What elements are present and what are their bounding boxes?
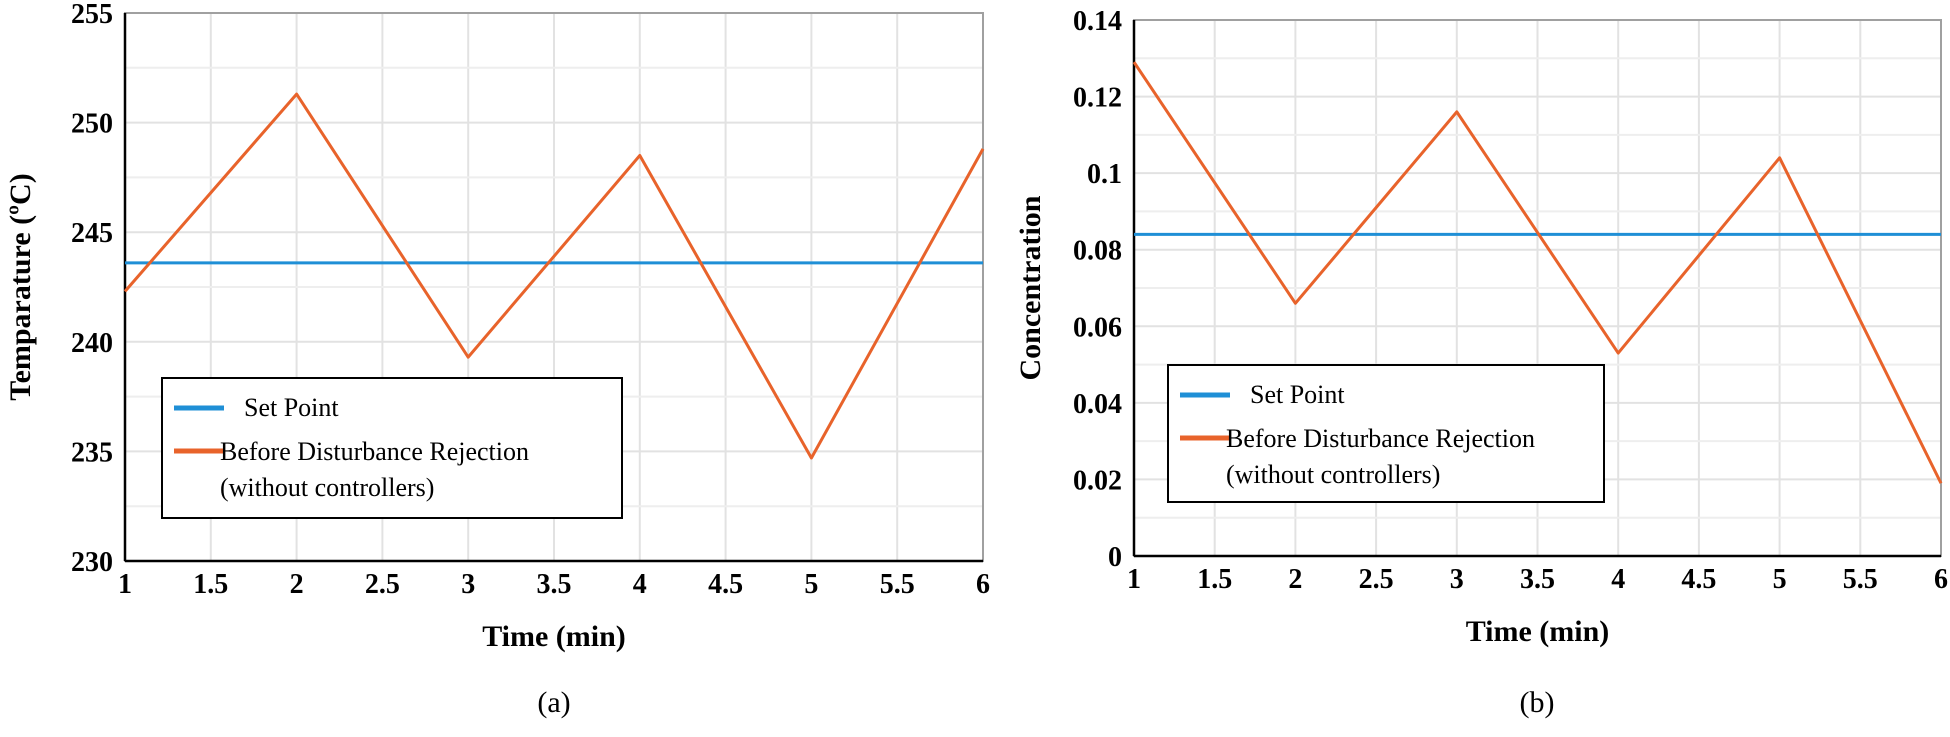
series-before-disturbance-rejection (1132, 61, 1943, 484)
y-tick-label: 245 (71, 218, 113, 249)
x-tick-label: 2.5 (365, 569, 400, 600)
y-tick-label: 0.1 (1087, 159, 1122, 190)
y-tick-label: 0.12 (1073, 83, 1122, 114)
x-tick-label: 5 (804, 569, 818, 600)
x-tick-label: 1.5 (193, 569, 228, 600)
x-tick-label: 4 (633, 569, 647, 600)
chart-panel-a: 1 1.5 2 2.5 3 3.5 4 4.5 5 5.5 6 230 235 240 245 250 255 T… (4, 0, 990, 719)
panel-caption: (b) (1520, 686, 1555, 719)
x-tick-label: 1 (1127, 564, 1141, 595)
legend-label-before-disturbance: Before Disturbance Rejection (220, 437, 529, 466)
x-tick-label: 4.5 (1681, 564, 1716, 595)
legend: Set Point Before Disturbance Rejection (wi… (161, 377, 623, 519)
x-tick-label: 3 (1450, 564, 1464, 595)
x-tick-label: 4.5 (708, 569, 743, 600)
y-axis-label: Concentration (1014, 195, 1047, 380)
legend-label-without-controllers: (without controllers) (1226, 460, 1440, 489)
x-tick-label: 5 (1773, 564, 1787, 595)
y-tick-label: 255 (71, 0, 113, 30)
x-tick-label: 1.5 (1197, 564, 1232, 595)
x-axis-label: Time (min) (1466, 615, 1610, 648)
y-tick-label: 240 (71, 328, 113, 359)
y-tick-label: 250 (71, 109, 113, 140)
y-tick-label: 0 (1108, 542, 1122, 573)
x-tick-label: 2.5 (1359, 564, 1394, 595)
panel-caption: (a) (537, 686, 570, 719)
x-tick-label: 3.5 (537, 569, 572, 600)
x-tick-label: 5.5 (880, 569, 915, 600)
x-tick-label: 4 (1611, 564, 1625, 595)
series-line (1132, 61, 1943, 484)
legend-label-without-controllers: (without controllers) (220, 473, 434, 502)
x-tick-label: 2 (1288, 564, 1302, 595)
x-tick-label: 2 (290, 569, 304, 600)
y-axis-label: Temparature (ºC) (4, 173, 37, 400)
legend-label-set-point: Set Point (1250, 380, 1345, 409)
x-tick-label: 6 (976, 569, 990, 600)
y-tick-label: 0.08 (1073, 236, 1122, 267)
y-tick-label: 230 (71, 547, 113, 578)
x-tick-label: 5.5 (1843, 564, 1878, 595)
x-tick-label: 3 (461, 569, 475, 600)
series-line (123, 92, 985, 460)
x-axis-label: Time (min) (482, 620, 626, 653)
chart-panel-b: 1 1.5 2 2.5 3 3.5 4 4.5 5 5.5 6 0 0.02 0.04 0.06 0.08 0.… (1014, 6, 1948, 719)
y-tick-label: 0.06 (1073, 312, 1122, 343)
legend-label-set-point: Set Point (244, 393, 339, 422)
series-before-disturbance-rejection (123, 92, 985, 460)
y-tick-label: 0.04 (1073, 389, 1122, 420)
x-tick-label: 1 (118, 569, 132, 600)
legend: Set Point Before Disturbance Rejection (wi… (1167, 364, 1605, 503)
x-tick-label: 6 (1934, 564, 1948, 595)
legend-box (1167, 364, 1605, 503)
legend-box (161, 377, 623, 519)
x-tick-label: 3.5 (1520, 564, 1555, 595)
y-tick-label: 0.14 (1073, 6, 1122, 37)
legend-label-before-disturbance: Before Disturbance Rejection (1226, 424, 1535, 453)
y-tick-label: 0.02 (1073, 465, 1122, 496)
y-tick-label: 235 (71, 437, 113, 468)
